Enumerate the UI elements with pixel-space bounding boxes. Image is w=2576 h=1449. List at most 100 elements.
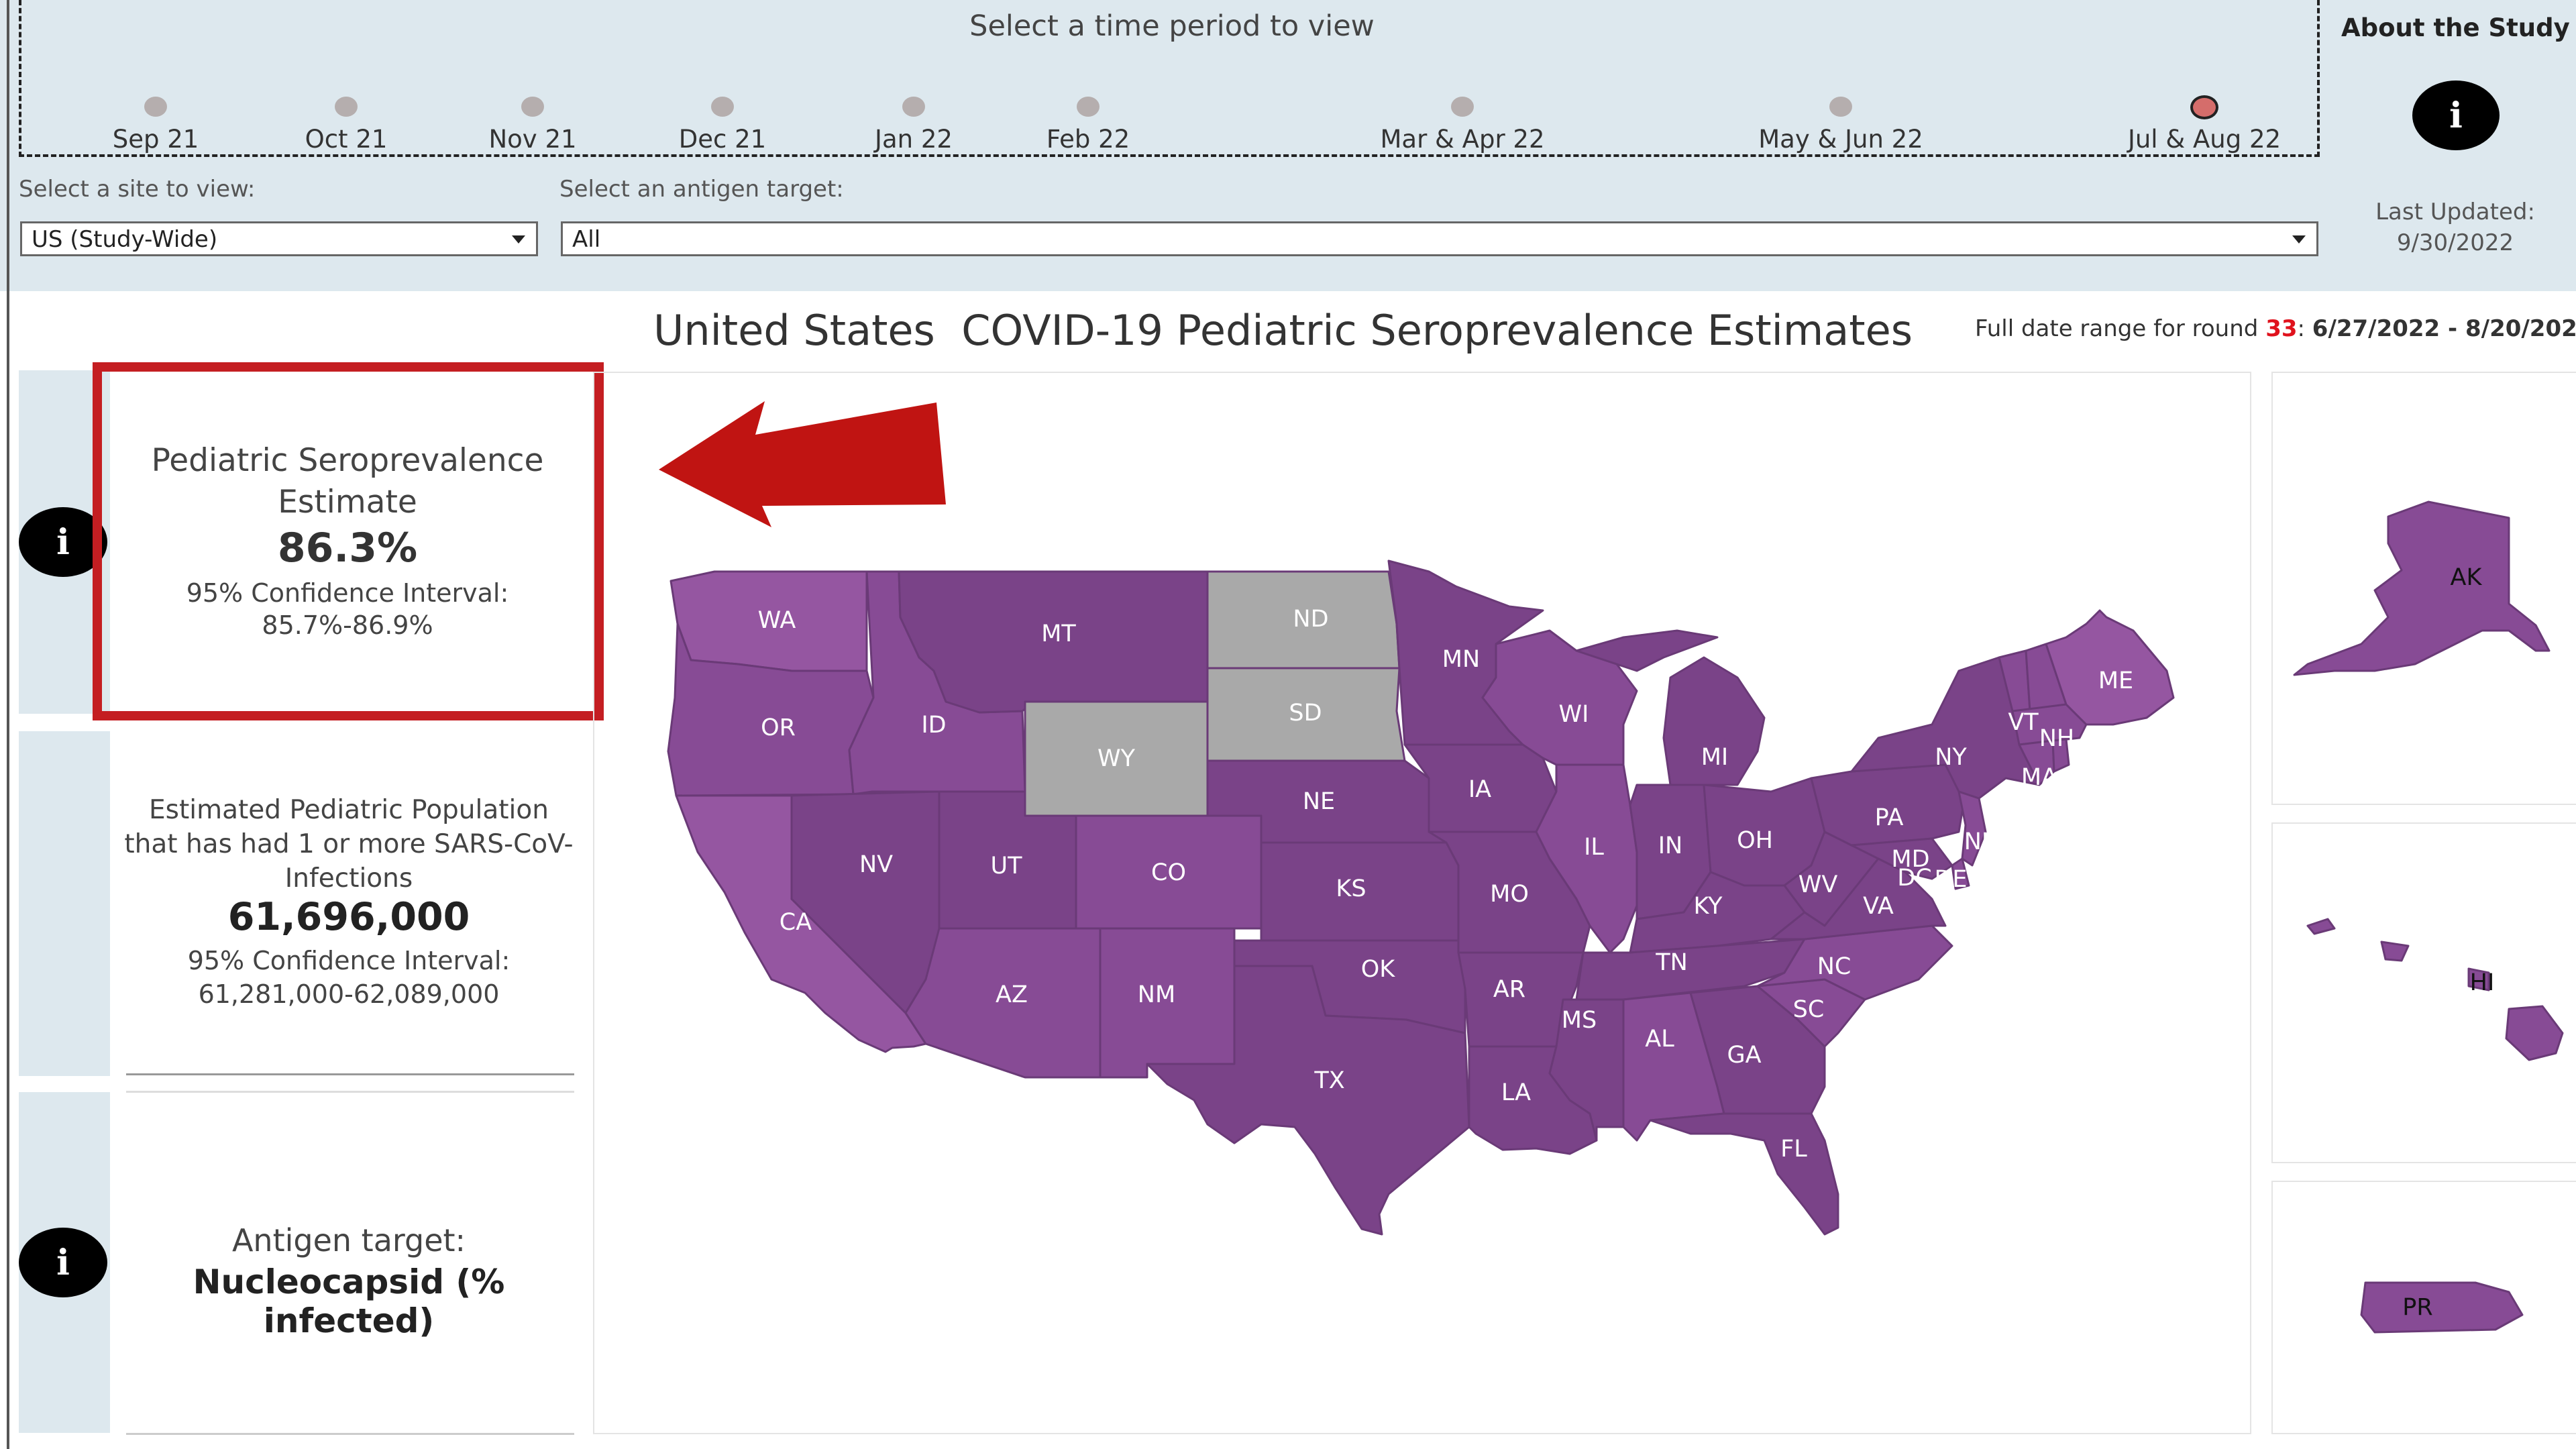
state-label-MA: MA bbox=[2021, 764, 2057, 791]
seroprevalence-ci-value: 85.7%-86.9% bbox=[262, 610, 433, 640]
time-period-dot[interactable] bbox=[1451, 97, 1474, 117]
left-border bbox=[7, 0, 9, 1449]
population-ci-value: 61,281,000-62,089,000 bbox=[198, 979, 500, 1009]
time-period-dot[interactable] bbox=[2190, 95, 2218, 119]
state-label-WA: WA bbox=[758, 607, 796, 634]
chevron-down-icon bbox=[2292, 235, 2306, 244]
state-label-AR: AR bbox=[1493, 976, 1525, 1003]
state-label-SC: SC bbox=[1793, 996, 1825, 1023]
population-ci-label: 95% Confidence Interval: bbox=[187, 946, 511, 975]
date-range-text: Full date range for round 33: 6/27/2022 … bbox=[1975, 315, 2576, 342]
state-label-RI: RI bbox=[2045, 788, 2069, 815]
antigen-select-dropdown[interactable]: All bbox=[561, 221, 2318, 256]
state-label-OK: OK bbox=[1361, 956, 1396, 983]
last-updated-label: Last Updated: bbox=[2375, 199, 2535, 225]
state-RI[interactable] bbox=[2051, 738, 2070, 773]
state-FL[interactable] bbox=[1649, 1112, 1839, 1236]
state-label-TX: TX bbox=[1313, 1067, 1344, 1094]
time-period-label[interactable]: Sep 21 bbox=[112, 125, 199, 154]
state-label-IN: IN bbox=[1658, 833, 1683, 859]
state-label-NE: NE bbox=[1303, 788, 1335, 815]
about-info-icon[interactable]: i bbox=[2412, 80, 2500, 150]
state-label-IA: IA bbox=[1468, 776, 1491, 803]
state-MI[interactable] bbox=[1575, 629, 1766, 786]
date-range-value: 6/27/2022 - 8/20/2022 bbox=[2312, 315, 2576, 342]
population-value: 61,696,000 bbox=[227, 895, 470, 939]
hawaii-inset bbox=[2271, 822, 2576, 1163]
time-period-label[interactable]: Nov 21 bbox=[488, 125, 577, 154]
state-label-CT: CT bbox=[2009, 786, 2040, 812]
antigen-info-icon[interactable]: i bbox=[19, 1228, 107, 1297]
state-ME[interactable] bbox=[2045, 609, 2175, 726]
page-title: United States COVID-19 Pediatric Seropre… bbox=[653, 306, 1913, 355]
us-map-panel bbox=[593, 372, 2251, 1434]
population-label: Estimated Pediatric Population that has … bbox=[124, 795, 574, 894]
time-period-label[interactable]: Oct 21 bbox=[305, 125, 388, 154]
state-label-VT: VT bbox=[2008, 709, 2039, 736]
time-period-label[interactable]: Dec 21 bbox=[678, 125, 767, 154]
antigen-select-value: All bbox=[572, 226, 601, 253]
state-label-KY: KY bbox=[1693, 893, 1723, 920]
time-period-dot[interactable] bbox=[144, 97, 167, 117]
time-period-label[interactable]: May & Jun 22 bbox=[1758, 125, 1923, 154]
time-period-dot[interactable] bbox=[902, 97, 925, 117]
time-period-label[interactable]: Mar & Apr 22 bbox=[1380, 125, 1545, 154]
state-label-TN: TN bbox=[1655, 949, 1688, 976]
seroprevalence-ci-label: 95% Confidence Interval: bbox=[186, 578, 509, 608]
state-label-NJ: NJ bbox=[1964, 828, 1989, 855]
seroprevalence-value: 86.3% bbox=[277, 525, 418, 572]
alaska-inset bbox=[2271, 372, 2576, 805]
site-select-label: Select a site to view: bbox=[19, 176, 256, 203]
state-label-OR: OR bbox=[761, 714, 796, 741]
state-label-KS: KS bbox=[1336, 875, 1366, 902]
time-period-label[interactable]: Jan 22 bbox=[875, 125, 953, 154]
state-label-NM: NM bbox=[1138, 981, 1175, 1008]
time-period-dot[interactable] bbox=[335, 97, 358, 117]
state-label-LA: LA bbox=[1501, 1079, 1531, 1106]
date-range-label: Full date range for round bbox=[1975, 315, 2259, 342]
state-MA[interactable] bbox=[2011, 703, 2088, 746]
state-label-NC: NC bbox=[1817, 953, 1851, 980]
state-NC[interactable] bbox=[1756, 924, 1953, 1001]
time-period-dot[interactable] bbox=[711, 97, 734, 117]
site-select-dropdown[interactable]: US (Study-Wide) bbox=[20, 221, 538, 256]
pointer-arrow bbox=[659, 401, 946, 527]
state-label-DC: DC bbox=[1897, 865, 1931, 892]
last-updated-date: 9/30/2022 bbox=[2396, 229, 2514, 256]
seroprevalence-label: Pediatric Seroprevalence Estimate bbox=[151, 442, 544, 521]
state-label-ME: ME bbox=[2098, 667, 2133, 694]
state-label-CA: CA bbox=[780, 909, 812, 936]
state-label-WV: WV bbox=[1799, 871, 1838, 898]
state-SD[interactable] bbox=[1206, 667, 1406, 762]
state-label-CO: CO bbox=[1151, 859, 1186, 886]
time-period-label[interactable]: Feb 22 bbox=[1046, 125, 1130, 154]
state-label-AL: AL bbox=[1645, 1026, 1674, 1053]
state-HI[interactable] bbox=[2306, 918, 2564, 1061]
time-period-dot[interactable] bbox=[1077, 97, 1099, 117]
side-strip bbox=[19, 731, 110, 1076]
state-DE[interactable] bbox=[1951, 857, 1970, 890]
time-period-title: Select a time period to view bbox=[969, 9, 1375, 43]
state-label-AK: AK bbox=[2451, 564, 2483, 591]
state-label-ID: ID bbox=[921, 712, 946, 739]
state-label-WI: WI bbox=[1559, 701, 1589, 728]
state-label-MS: MS bbox=[1562, 1007, 1597, 1034]
antigen-target-value: Nucleocapsid (% infected) bbox=[193, 1263, 505, 1340]
time-period-dot[interactable] bbox=[521, 97, 544, 117]
about-study-title: About the Study bbox=[2341, 13, 2570, 42]
state-label-DE: DE bbox=[1934, 866, 1967, 893]
time-period-label[interactable]: Jul & Aug 22 bbox=[2127, 125, 2282, 154]
puerto-rico-inset bbox=[2271, 1181, 2576, 1434]
state-TX[interactable] bbox=[1146, 965, 1470, 1236]
time-period-dot[interactable] bbox=[1829, 97, 1852, 117]
round-number: 33 bbox=[2265, 315, 2298, 342]
site-select-value: US (Study-Wide) bbox=[32, 226, 218, 253]
state-label-WY: WY bbox=[1097, 745, 1136, 772]
state-label-OH: OH bbox=[1737, 827, 1773, 854]
state-AK[interactable] bbox=[2293, 500, 2551, 676]
state-label-FL: FL bbox=[1780, 1136, 1807, 1163]
state-label-MT: MT bbox=[1041, 621, 1076, 647]
state-PR[interactable] bbox=[2360, 1281, 2524, 1334]
time-period-selector: Select a time period to view Sep 21 Oct 2… bbox=[19, 0, 2320, 157]
